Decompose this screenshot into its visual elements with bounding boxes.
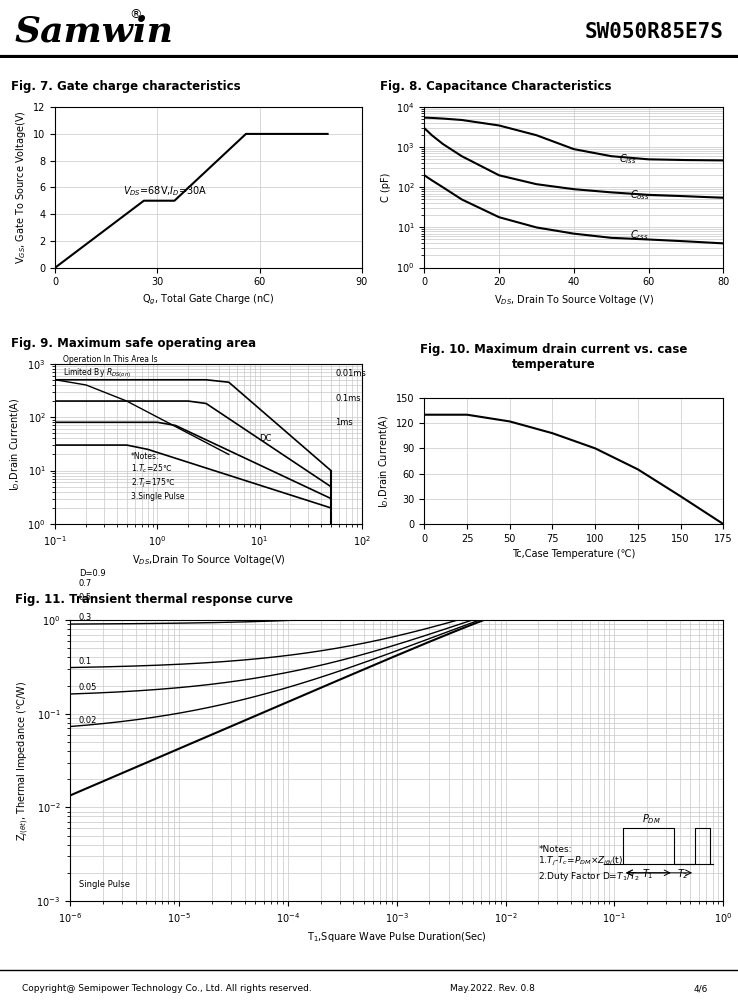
X-axis label: T$_1$,Square Wave Pulse Duration(Sec): T$_1$,Square Wave Pulse Duration(Sec) bbox=[307, 930, 486, 944]
Y-axis label: C (pF): C (pF) bbox=[381, 173, 390, 202]
Text: 0.1: 0.1 bbox=[79, 657, 92, 666]
X-axis label: Q$_g$, Total Gate Charge (nC): Q$_g$, Total Gate Charge (nC) bbox=[142, 293, 275, 307]
Text: *Notes:
1.$T_c$=25℃
2.$T_j$=175℃
3.Single Pulse: *Notes: 1.$T_c$=25℃ 2.$T_j$=175℃ 3.Singl… bbox=[131, 452, 184, 501]
Text: Operation In This Area Is
Limited By $R_{DS(on)}$: Operation In This Area Is Limited By $R_… bbox=[63, 355, 158, 380]
Text: Single Pulse: Single Pulse bbox=[79, 880, 130, 889]
Y-axis label: V$_{GS}$, Gate To Source Voltage(V): V$_{GS}$, Gate To Source Voltage(V) bbox=[14, 110, 28, 264]
Y-axis label: I$_D$,Drain Current(A): I$_D$,Drain Current(A) bbox=[377, 414, 390, 508]
Text: D=0.9: D=0.9 bbox=[79, 569, 106, 578]
Text: Copyright@ Semipower Technology Co., Ltd. All rights reserved.: Copyright@ Semipower Technology Co., Ltd… bbox=[22, 984, 312, 993]
Text: Fig. 8. Capacitance Characteristics: Fig. 8. Capacitance Characteristics bbox=[380, 80, 611, 93]
Text: 0.05: 0.05 bbox=[79, 683, 97, 692]
Text: May.2022. Rev. 0.8: May.2022. Rev. 0.8 bbox=[450, 984, 535, 993]
Text: *Notes:
1.$T_j$-$T_c$=$P_{DM}$×$Z_{j\theta j}$(t)
2.Duty Factor D=$T_1$/$T_2$: *Notes: 1.$T_j$-$T_c$=$P_{DM}$×$Z_{j\the… bbox=[538, 845, 641, 883]
Text: 0.01ms: 0.01ms bbox=[335, 369, 366, 378]
Text: $P_{DM}$: $P_{DM}$ bbox=[642, 812, 661, 826]
Text: Fig. 11. Transient thermal response curve: Fig. 11. Transient thermal response curv… bbox=[15, 593, 292, 606]
Text: SW050R85E7S: SW050R85E7S bbox=[584, 22, 723, 42]
Text: 0.3: 0.3 bbox=[79, 613, 92, 622]
Text: $T_1$: $T_1$ bbox=[642, 867, 654, 881]
Y-axis label: Z$_{j(\theta t)}$, Thermal Impedance (℃/W): Z$_{j(\theta t)}$, Thermal Impedance (℃/… bbox=[15, 680, 31, 841]
Text: Fig. 7. Gate charge characteristics: Fig. 7. Gate charge characteristics bbox=[11, 80, 241, 93]
X-axis label: V$_{DS}$, Drain To Source Voltage (V): V$_{DS}$, Drain To Source Voltage (V) bbox=[494, 293, 654, 307]
Text: Fig. 10. Maximum drain current vs. case
temperature: Fig. 10. Maximum drain current vs. case … bbox=[420, 343, 687, 371]
Y-axis label: I$_D$,Drain Current(A): I$_D$,Drain Current(A) bbox=[8, 397, 21, 491]
Text: $V_{DS}$=68V,$I_D$=30A: $V_{DS}$=68V,$I_D$=30A bbox=[123, 184, 208, 198]
Text: 0.1ms: 0.1ms bbox=[335, 394, 361, 403]
Text: 0.5: 0.5 bbox=[79, 593, 92, 602]
Text: $T_2$: $T_2$ bbox=[677, 867, 689, 881]
Text: $C_{oss}$: $C_{oss}$ bbox=[630, 188, 649, 202]
Text: Samwin: Samwin bbox=[15, 15, 173, 49]
Text: ®: ® bbox=[129, 8, 142, 21]
Text: DC: DC bbox=[260, 434, 272, 443]
Text: Fig. 9. Maximum safe operating area: Fig. 9. Maximum safe operating area bbox=[11, 337, 256, 350]
Text: 0.7: 0.7 bbox=[79, 579, 92, 588]
Text: $C_{rss}$: $C_{rss}$ bbox=[630, 228, 649, 242]
X-axis label: V$_{DS}$,Drain To Source Voltage(V): V$_{DS}$,Drain To Source Voltage(V) bbox=[131, 553, 286, 567]
X-axis label: Tc,Case Temperature (℃): Tc,Case Temperature (℃) bbox=[512, 549, 635, 559]
Text: 4/6: 4/6 bbox=[694, 984, 708, 993]
Text: 1ms: 1ms bbox=[335, 418, 353, 427]
Text: $C_{iss}$: $C_{iss}$ bbox=[618, 152, 636, 166]
Text: 0.02: 0.02 bbox=[79, 716, 97, 725]
